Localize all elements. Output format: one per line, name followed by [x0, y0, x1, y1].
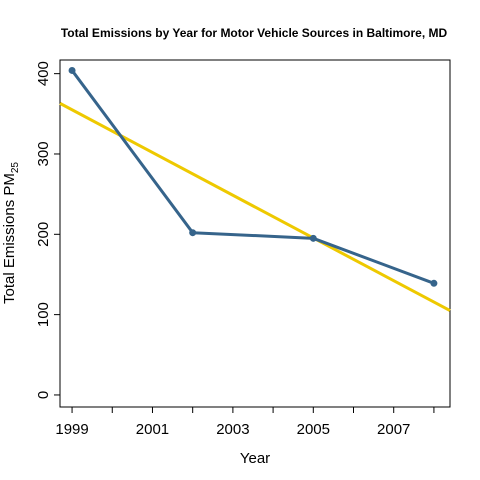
series-layer — [69, 67, 437, 286]
data-point — [190, 230, 196, 236]
y-tick-label: 100 — [35, 302, 52, 327]
y-tick-label: 400 — [35, 61, 52, 86]
x-tick-label: 2007 — [377, 421, 410, 438]
y-axis: 0 100 200 300 400 — [35, 61, 60, 399]
data-point — [69, 67, 75, 73]
y-tick-label: 0 — [35, 391, 52, 399]
y-axis-label: Total Emissions PM25 — [1, 162, 21, 304]
y-axis-label-subscript: 25 — [10, 162, 21, 174]
chart-title: Total Emissions by Year for Motor Vehicl… — [61, 26, 448, 40]
series-line — [72, 70, 434, 283]
y-axis-label-main: Total Emissions PM — [1, 173, 18, 304]
x-tick-label: 2005 — [297, 421, 330, 438]
plot-frame — [60, 60, 450, 407]
data-point — [310, 235, 316, 241]
data-point — [431, 280, 437, 286]
x-tick-label: 1999 — [55, 421, 88, 438]
y-tick-label: 300 — [35, 141, 52, 166]
y-tick-label: 200 — [35, 222, 52, 247]
x-axis-label: Year — [240, 450, 270, 467]
x-tick-label: 2003 — [216, 421, 249, 438]
x-axis: 1999 2001 2003 2005 2007 — [55, 407, 434, 438]
x-tick-label: 2001 — [136, 421, 169, 438]
